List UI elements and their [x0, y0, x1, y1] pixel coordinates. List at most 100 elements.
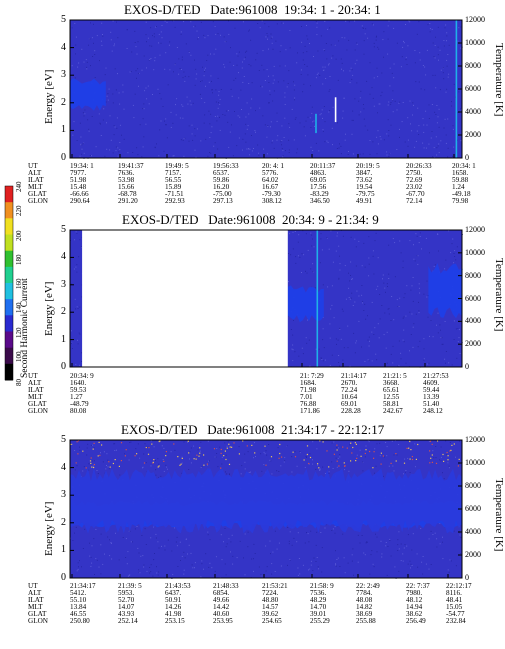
- panel-2-noise-speck: [456, 246, 458, 248]
- panel-3-noise-speck: [394, 566, 396, 568]
- panel-3-noise-speck: [89, 542, 90, 544]
- panel-3-noise-speck: [76, 570, 78, 572]
- panel-1-ytick-label: 5: [61, 14, 66, 25]
- panel-1-orbit-value: 3847.: [356, 169, 373, 177]
- panel-1-orbit-value: -49.18: [452, 190, 471, 198]
- panel-2-noise-speck: [386, 331, 388, 333]
- panel-1-noise-speck: [351, 69, 353, 71]
- panel-1-noise-speck: [325, 43, 327, 44]
- panel-1-noise-speck: [228, 20, 229, 22]
- panel-1-noise-speck: [87, 119, 89, 121]
- panel-2-noise-speck: [338, 278, 340, 280]
- panel-3-hot-speck: [223, 455, 225, 457]
- panel-1-noise-speck: [147, 37, 149, 39]
- panel-3-noise-speck: [179, 541, 181, 543]
- panel-3-noise-speck: [266, 454, 268, 456]
- panel-2-noise-speck: [404, 293, 406, 295]
- panel-3-noise-speck: [436, 538, 438, 540]
- panel-2-noise-speck: [290, 329, 292, 330]
- panel-3-orbit-value: 15.05: [446, 603, 463, 611]
- panel-1-noise-speck: [306, 35, 308, 37]
- panel-1-noise-speck: [338, 147, 340, 149]
- panel-1-noise-speck: [283, 80, 285, 82]
- panel-1-noise-speck: [369, 140, 371, 141]
- panel-1-noise-speck: [352, 74, 354, 76]
- panel-1-noise-speck: [272, 100, 274, 102]
- panel-2-noise-speck: [402, 260, 404, 262]
- panel-1-noise-speck: [342, 110, 344, 112]
- panel-3-noise-speck: [420, 528, 422, 530]
- panel-2-orbit-value: 21:14:17: [341, 372, 367, 380]
- panel-1-noise-speck: [268, 48, 269, 50]
- panel-2-noise-speck: [419, 292, 421, 294]
- panel-1-noise-speck: [301, 26, 302, 27]
- panel-3-plot: [69, 439, 463, 579]
- panel-3-noise-speck: [158, 463, 160, 465]
- panel-1-noise-speck: [329, 110, 331, 112]
- panel-1-noise-speck: [94, 50, 96, 52]
- panel-3-hot-speck: [177, 456, 179, 458]
- panel-1-noise-speck: [401, 56, 403, 58]
- panel-3-noise-speck: [145, 462, 147, 464]
- panel-1-noise-speck: [229, 131, 231, 133]
- panel-1-noise-speck: [154, 60, 156, 62]
- panel-3-hot-speck: [228, 463, 231, 465]
- panel-3-noise-speck: [74, 469, 76, 471]
- panel-2-noise-speck: [349, 280, 351, 282]
- panel-1-noise-speck: [119, 142, 121, 143]
- panel-2-noise-speck: [433, 265, 435, 267]
- panel-3-noise-speck: [262, 575, 264, 577]
- panel-1-noise-speck: [428, 118, 430, 119]
- panel-1-noise-speck: [205, 138, 207, 140]
- panel-2-noise-speck: [383, 334, 385, 336]
- panel-3-noise-speck: [449, 442, 451, 443]
- panel-1-noise-speck: [92, 56, 94, 57]
- panel-2-noise-speck: [363, 242, 365, 244]
- panel-1-noise-speck: [165, 52, 167, 54]
- panel-1-noise-speck: [180, 31, 182, 33]
- panel-1-noise-speck: [426, 124, 428, 126]
- panel-1-noise-speck: [138, 72, 140, 74]
- panel-2-noise-speck: [400, 352, 402, 354]
- panel-3-noise-speck: [95, 529, 97, 530]
- panel-1-noise-speck: [193, 26, 195, 28]
- panel-1-orbit-value: 19:34: 1: [70, 162, 94, 170]
- panel-3-noise-speck: [276, 470, 278, 472]
- panel-3-noise-speck: [77, 569, 79, 571]
- panel-1-noise-speck: [251, 82, 253, 84]
- panel-3-noise-speck: [389, 540, 391, 541]
- panel-1-noise-speck: [95, 146, 97, 148]
- panel-3-noise-speck: [205, 553, 207, 555]
- panel-1-noise-speck: [280, 45, 282, 47]
- panel-1-noise-speck: [160, 31, 162, 33]
- panel-1-noise-speck: [248, 113, 250, 115]
- panel-2-noise-speck: [372, 255, 374, 257]
- panel-3-noise-speck: [161, 445, 163, 447]
- panel-1-noise-speck: [136, 53, 138, 55]
- panel-3-noise-speck: [130, 541, 132, 543]
- panel-1-noise-speck: [181, 56, 183, 58]
- panel-3-noise-speck: [422, 573, 424, 575]
- panel-1-noise-speck: [174, 26, 176, 28]
- panel-3-noise-speck: [433, 457, 435, 459]
- panel-1-noise-speck: [77, 66, 79, 68]
- panel-3-noise-speck: [448, 465, 450, 467]
- panel-1-noise-speck: [158, 42, 159, 44]
- panel-2-noise-speck: [302, 230, 304, 232]
- panel-1-noise-speck: [180, 139, 182, 141]
- panel-1-noise-speck: [296, 148, 298, 150]
- panel-3-hot-speck: [220, 448, 222, 451]
- panel-1-noise-speck: [422, 118, 424, 120]
- panel-1-noise-speck: [367, 129, 369, 131]
- panel-1-noise-speck: [188, 51, 190, 52]
- panel-3-noise-speck: [291, 471, 293, 473]
- panel-3-noise-speck: [271, 473, 273, 475]
- panel-3-noise-speck: [297, 532, 299, 534]
- panel-3-y2tick-label: 4000: [465, 527, 481, 536]
- panel-3-noise-speck: [336, 559, 338, 560]
- panel-3-noise-speck: [86, 454, 88, 456]
- panel-1-noise-speck: [388, 101, 390, 103]
- panel-1-noise-speck: [242, 21, 244, 23]
- panel-1-noise-speck: [71, 27, 73, 29]
